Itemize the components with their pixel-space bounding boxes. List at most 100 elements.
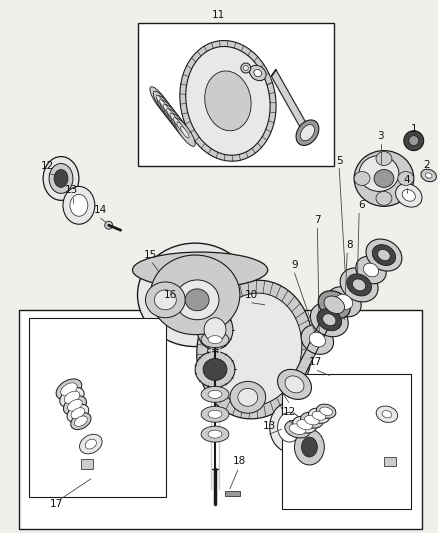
Text: 11: 11 xyxy=(212,10,225,20)
Ellipse shape xyxy=(327,287,361,317)
Ellipse shape xyxy=(185,289,209,311)
Text: 6: 6 xyxy=(358,200,364,211)
Bar xyxy=(19,310,422,529)
Text: 8: 8 xyxy=(346,240,353,250)
Ellipse shape xyxy=(311,303,348,337)
Ellipse shape xyxy=(323,314,336,326)
Ellipse shape xyxy=(293,416,317,433)
Ellipse shape xyxy=(74,416,87,426)
Text: 17: 17 xyxy=(309,358,322,367)
Ellipse shape xyxy=(60,387,84,407)
Text: 15: 15 xyxy=(144,250,157,260)
Ellipse shape xyxy=(133,252,268,288)
Ellipse shape xyxy=(376,191,392,205)
Ellipse shape xyxy=(61,383,77,396)
Ellipse shape xyxy=(208,430,222,438)
Ellipse shape xyxy=(376,151,392,166)
Ellipse shape xyxy=(186,46,270,155)
Ellipse shape xyxy=(159,100,168,111)
Text: 2: 2 xyxy=(424,159,430,169)
Ellipse shape xyxy=(317,309,342,331)
Ellipse shape xyxy=(157,96,178,124)
Polygon shape xyxy=(272,70,310,136)
Ellipse shape xyxy=(175,280,219,320)
Ellipse shape xyxy=(285,376,304,393)
Circle shape xyxy=(105,221,113,229)
Ellipse shape xyxy=(49,164,73,193)
Ellipse shape xyxy=(402,190,415,201)
Ellipse shape xyxy=(421,169,436,182)
Ellipse shape xyxy=(208,336,222,344)
Ellipse shape xyxy=(208,410,222,418)
Text: 1: 1 xyxy=(410,124,417,134)
Ellipse shape xyxy=(80,434,102,454)
Ellipse shape xyxy=(297,419,312,430)
Ellipse shape xyxy=(201,386,229,402)
Ellipse shape xyxy=(366,239,402,271)
Ellipse shape xyxy=(138,243,253,346)
Ellipse shape xyxy=(288,421,331,473)
Ellipse shape xyxy=(289,424,306,434)
Ellipse shape xyxy=(353,279,366,291)
Ellipse shape xyxy=(201,426,229,442)
Ellipse shape xyxy=(180,126,189,138)
Ellipse shape xyxy=(425,173,432,178)
Ellipse shape xyxy=(145,282,185,318)
Ellipse shape xyxy=(356,256,386,284)
Circle shape xyxy=(241,63,251,73)
Text: 3: 3 xyxy=(378,131,384,141)
Ellipse shape xyxy=(204,318,226,342)
Ellipse shape xyxy=(170,113,179,125)
Ellipse shape xyxy=(174,118,195,147)
Text: 13: 13 xyxy=(263,421,276,431)
Text: 4: 4 xyxy=(403,175,410,185)
Ellipse shape xyxy=(359,156,399,191)
Ellipse shape xyxy=(312,411,326,420)
Text: 12: 12 xyxy=(283,407,296,417)
Text: 9: 9 xyxy=(291,260,298,270)
Ellipse shape xyxy=(301,437,318,457)
Ellipse shape xyxy=(197,310,233,350)
Ellipse shape xyxy=(398,172,414,185)
Ellipse shape xyxy=(364,263,378,277)
Ellipse shape xyxy=(201,406,229,422)
Ellipse shape xyxy=(396,183,422,207)
Ellipse shape xyxy=(254,69,261,77)
Ellipse shape xyxy=(354,151,414,206)
Ellipse shape xyxy=(85,439,96,449)
Ellipse shape xyxy=(156,95,165,107)
Bar xyxy=(225,491,240,496)
Ellipse shape xyxy=(160,100,181,128)
Ellipse shape xyxy=(208,390,222,398)
Ellipse shape xyxy=(195,352,235,387)
Ellipse shape xyxy=(316,404,336,418)
Ellipse shape xyxy=(163,104,172,116)
Ellipse shape xyxy=(63,187,95,224)
Circle shape xyxy=(409,136,419,146)
Ellipse shape xyxy=(324,296,345,313)
Ellipse shape xyxy=(71,408,85,419)
Ellipse shape xyxy=(296,120,319,146)
Text: 12: 12 xyxy=(40,160,54,171)
Ellipse shape xyxy=(67,405,89,422)
Ellipse shape xyxy=(378,249,390,261)
Bar xyxy=(384,457,396,466)
Ellipse shape xyxy=(270,402,309,452)
Ellipse shape xyxy=(150,255,240,335)
Ellipse shape xyxy=(354,172,370,185)
Ellipse shape xyxy=(374,169,394,188)
Ellipse shape xyxy=(167,109,188,138)
Ellipse shape xyxy=(67,399,82,411)
Ellipse shape xyxy=(70,195,88,216)
Ellipse shape xyxy=(64,396,86,415)
Ellipse shape xyxy=(201,332,229,348)
Ellipse shape xyxy=(320,407,332,415)
Ellipse shape xyxy=(285,421,310,438)
Circle shape xyxy=(244,66,248,70)
Ellipse shape xyxy=(304,415,319,425)
Circle shape xyxy=(404,131,424,151)
Ellipse shape xyxy=(309,332,325,347)
Bar xyxy=(81,459,93,469)
Ellipse shape xyxy=(340,268,378,302)
Ellipse shape xyxy=(56,379,82,400)
